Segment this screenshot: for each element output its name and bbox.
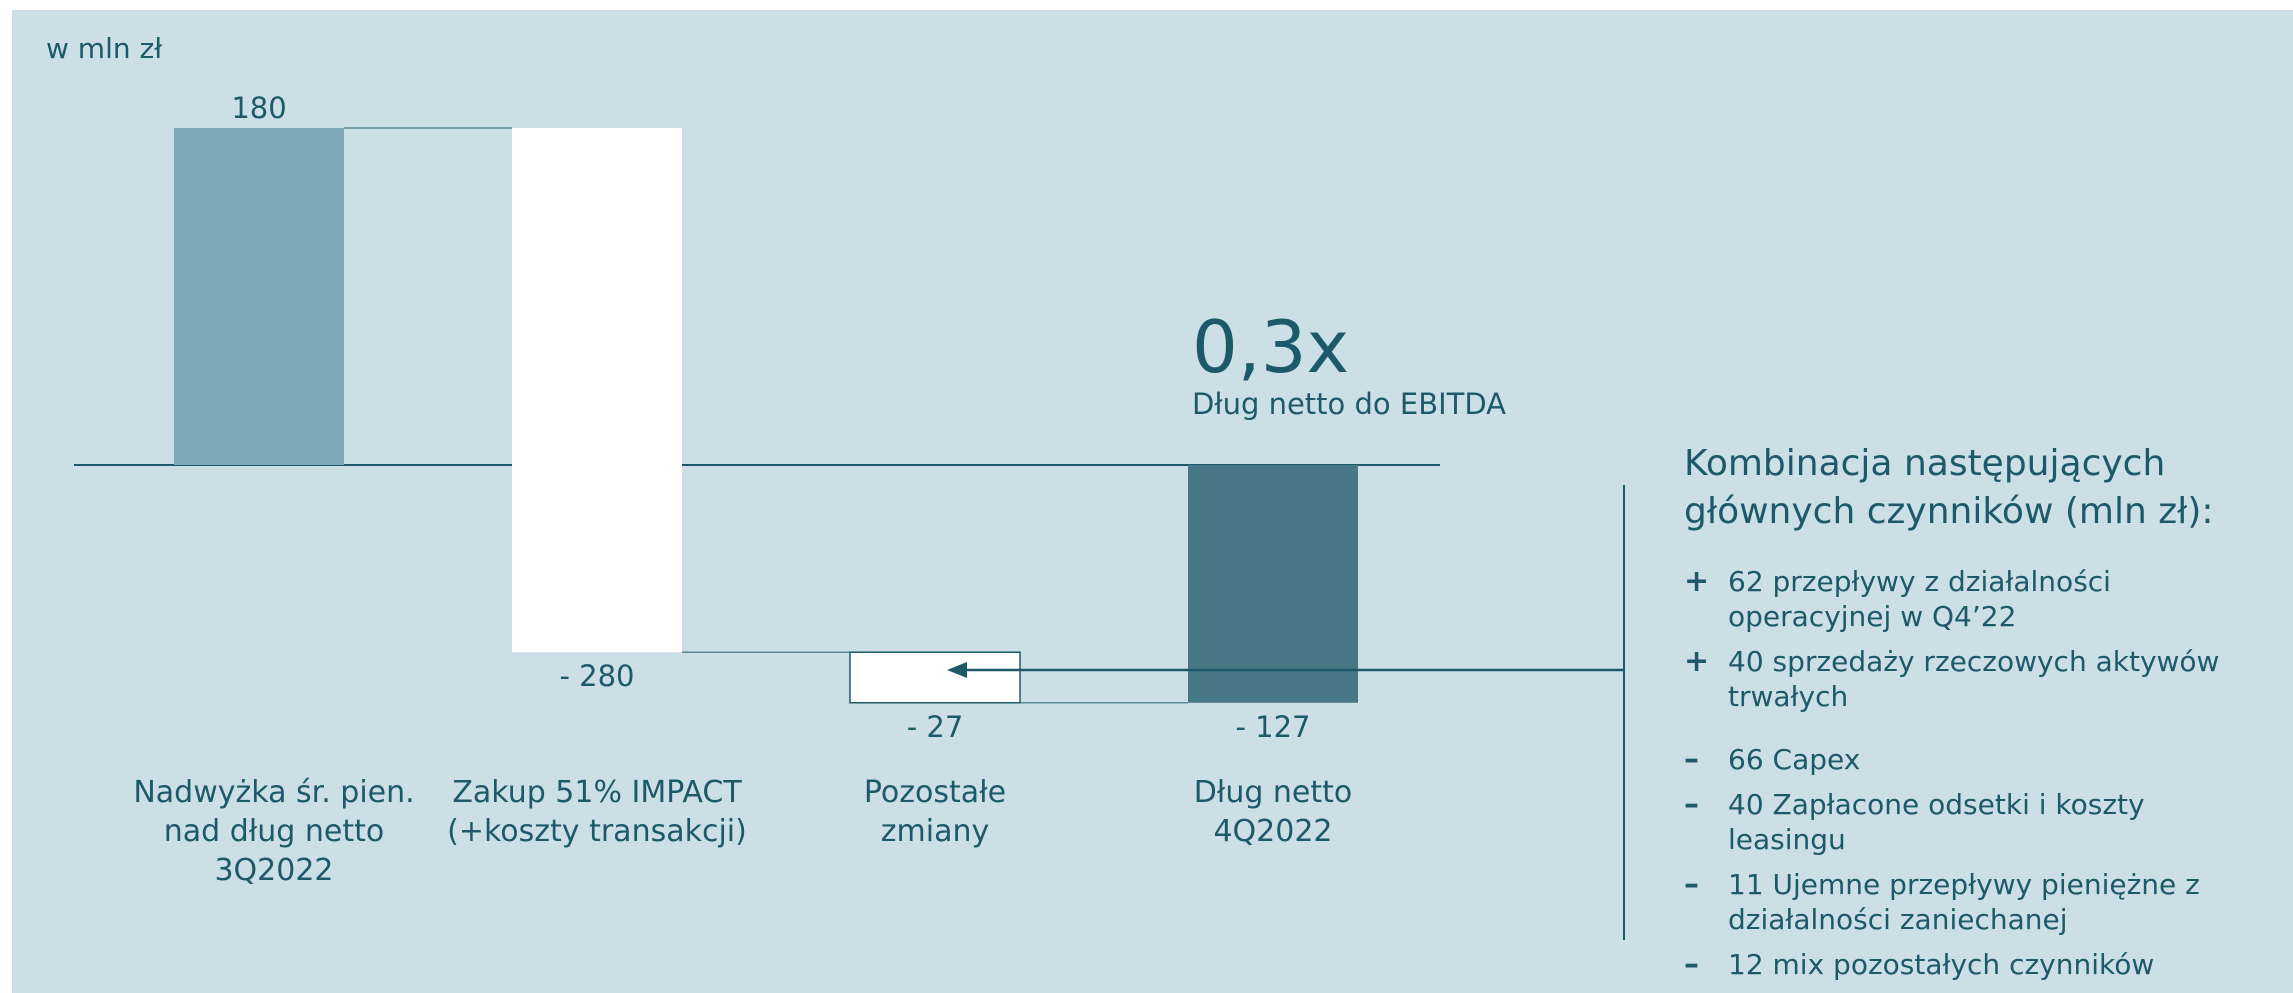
minus-sign: –	[1684, 742, 1699, 777]
ratio-value: 0,3x	[1192, 305, 1349, 389]
category-label: 4Q2022	[1213, 814, 1332, 849]
bar-4	[1188, 465, 1358, 703]
arrow-head	[947, 662, 967, 678]
factors-title: Kombinacja następujących głównych czynni…	[1684, 443, 2214, 532]
factor-item: –12 mix pozostałych czynników	[1684, 947, 2264, 982]
value-label: 180	[231, 91, 286, 125]
factor-text: 66 Capex	[1728, 743, 1861, 776]
unit-label: w mln zł	[46, 32, 162, 65]
factor-text: 40 Zapłacone odsetki i koszty leasingu	[1728, 788, 2145, 856]
category-label: 3Q2022	[214, 853, 333, 888]
value-label: - 280	[559, 659, 634, 693]
value-label: - 27	[907, 710, 964, 744]
factors-list: +62 przepływy z działalności operacyjnej…	[1684, 564, 2264, 982]
category-label: Nadwyżka śr. pien.	[133, 775, 414, 810]
plus-sign: +	[1684, 564, 1710, 599]
minus-sign: –	[1684, 867, 1699, 902]
factor-item: –40 Zapłacone odsetki i koszty leasingu	[1684, 787, 2264, 857]
category-label: (+koszty transakcji)	[447, 814, 747, 849]
bar-2	[512, 128, 682, 653]
factor-item: +40 sprzedaży rzeczowych aktywów trwałyc…	[1684, 644, 2264, 714]
factor-text: 62 przepływy z działalności operacyjnej …	[1728, 565, 2111, 633]
category-label: zmiany	[881, 814, 989, 849]
ratio-label: Dług netto do EBITDA	[1192, 387, 1506, 421]
value-label: - 127	[1235, 710, 1310, 744]
bar-3	[849, 651, 1021, 704]
plus-sign: +	[1684, 644, 1710, 679]
slide: w mln zł 180 Nadwyżka śr. pien. nad dług n…	[12, 10, 2293, 993]
bar-1	[174, 128, 344, 465]
category-label: Pozostałe	[864, 775, 1006, 810]
factor-text: 11 Ujemne przepływy pieniężne z działaln…	[1728, 868, 2200, 936]
factor-text: 40 sprzedaży rzeczowych aktywów trwałych	[1728, 645, 2220, 713]
factors-panel: Kombinacja następujących głównych czynni…	[1684, 440, 2264, 992]
category-label: Zakup 51% IMPACT	[452, 775, 742, 810]
category-label: Dług netto	[1194, 775, 1353, 810]
factor-item: +62 przepływy z działalności operacyjnej…	[1684, 564, 2264, 634]
factor-text: 12 mix pozostałych czynników	[1728, 948, 2155, 981]
factor-item: –11 Ujemne przepływy pieniężne z działal…	[1684, 867, 2264, 937]
waterfall-chart: w mln zł 180 Nadwyżka śr. pien. nad dług n…	[46, 32, 1625, 940]
minus-sign: –	[1684, 947, 1699, 982]
factor-item: –66 Capex	[1684, 742, 2264, 777]
category-label: nad dług netto	[164, 814, 385, 849]
minus-sign: –	[1684, 787, 1699, 822]
